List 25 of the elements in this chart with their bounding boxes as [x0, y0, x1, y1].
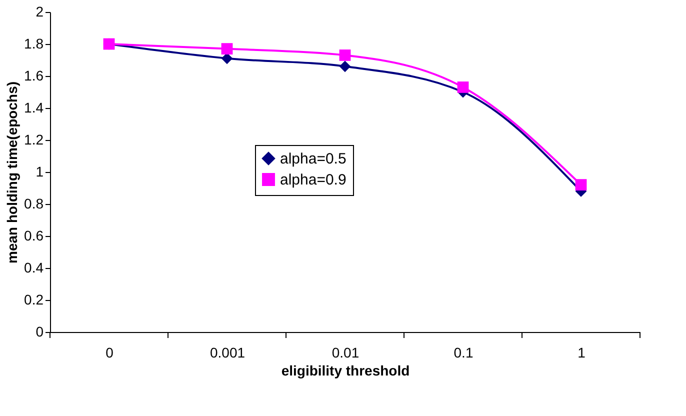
y-tick-label: 0.2 — [24, 292, 44, 308]
x-tick-label: 0 — [106, 344, 114, 360]
x-axis-title: eligibility threshold — [281, 362, 410, 378]
point — [221, 43, 233, 54]
y-tick-label: 1 — [36, 164, 44, 180]
x-tick-label: 0.001 — [210, 344, 246, 360]
point — [575, 179, 587, 190]
y-tick-label: 0.6 — [24, 228, 44, 244]
y-tick-label: 2 — [36, 4, 44, 20]
y-tick-label: 1.2 — [24, 132, 44, 148]
x-tick-label: 0.01 — [332, 344, 360, 360]
y-axis-title: mean holding time(epochs) — [4, 81, 20, 264]
x-tick-label: 1 — [578, 344, 586, 360]
x-tick-label: 0.1 — [454, 344, 474, 360]
legend-label: alpha=0.5 — [280, 150, 346, 168]
point — [339, 60, 351, 72]
point — [339, 50, 351, 61]
legend-label: alpha=0.9 — [280, 172, 346, 188]
y-tick-label: 0.8 — [24, 196, 44, 212]
y-tick-label: 0 — [36, 324, 44, 340]
y-tick-label: 0.4 — [24, 260, 44, 276]
point — [457, 82, 469, 93]
y-tick-label: 1.8 — [24, 36, 44, 52]
y-tick-label: 1.4 — [24, 100, 44, 116]
y-tick-label: 1.6 — [24, 68, 44, 84]
